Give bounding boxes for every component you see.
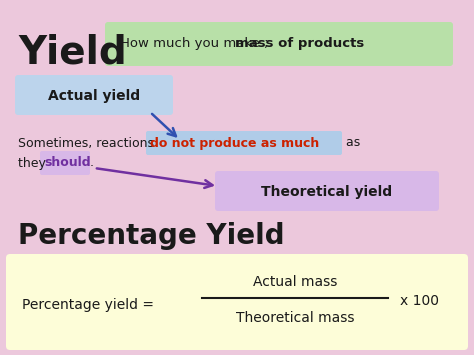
Text: .: . — [90, 157, 94, 169]
Text: Theoretical yield: Theoretical yield — [262, 185, 392, 199]
Text: How much you make ;: How much you make ; — [120, 38, 273, 50]
Text: Yield: Yield — [18, 33, 127, 71]
FancyBboxPatch shape — [6, 254, 468, 350]
FancyBboxPatch shape — [15, 75, 173, 115]
Text: should: should — [44, 157, 91, 169]
FancyBboxPatch shape — [40, 151, 90, 175]
Text: they: they — [18, 157, 50, 169]
FancyBboxPatch shape — [105, 22, 453, 66]
Text: Percentage yield =: Percentage yield = — [22, 298, 158, 312]
Text: x 100: x 100 — [400, 294, 439, 308]
Text: do not produce as much: do not produce as much — [150, 137, 319, 149]
Text: Actual mass: Actual mass — [253, 275, 337, 289]
Text: Theoretical mass: Theoretical mass — [236, 311, 354, 325]
FancyBboxPatch shape — [215, 171, 439, 211]
Text: Actual yield: Actual yield — [48, 89, 140, 103]
Text: as: as — [342, 137, 360, 149]
FancyBboxPatch shape — [146, 131, 342, 155]
Text: Sometimes, reactions: Sometimes, reactions — [18, 137, 158, 149]
Text: mass of products: mass of products — [235, 38, 364, 50]
Text: Percentage Yield: Percentage Yield — [18, 222, 284, 250]
